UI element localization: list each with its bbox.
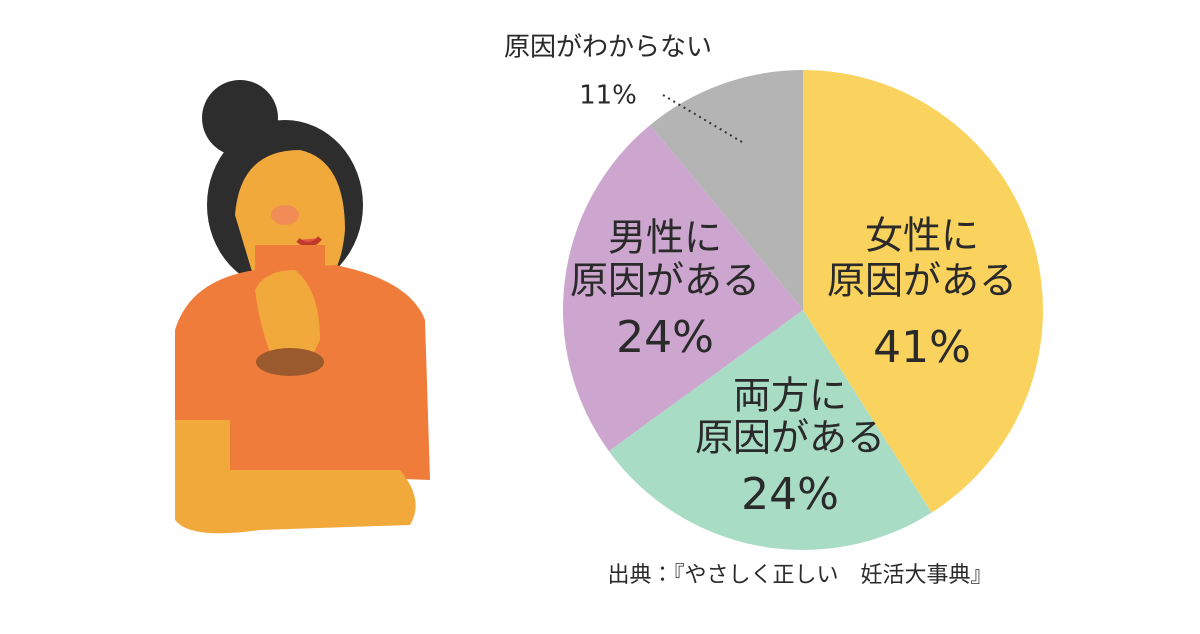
value-label: 11% xyxy=(579,81,637,111)
slice-label: 原因がある xyxy=(827,259,1017,303)
slice-label: 男性に xyxy=(608,216,722,260)
pie-slice xyxy=(563,125,803,452)
pie-slice xyxy=(650,70,803,310)
value-label: 24% xyxy=(616,312,714,363)
pie xyxy=(563,70,1044,550)
source: 出典：『やさしく正しい 妊活大事典』 xyxy=(607,563,992,588)
slice-label: 原因がわからない xyxy=(504,33,712,63)
slice-label: 原因がある xyxy=(570,259,760,303)
value-label: 24% xyxy=(741,469,839,520)
slice-label: 原因がある xyxy=(695,416,885,460)
slice-label: 両方に xyxy=(733,374,847,418)
pie-slice xyxy=(803,70,1044,513)
slice-label: 女性に xyxy=(865,214,979,258)
value-label: 41% xyxy=(873,322,971,373)
illustration xyxy=(175,80,430,534)
pie-slice xyxy=(608,310,932,550)
